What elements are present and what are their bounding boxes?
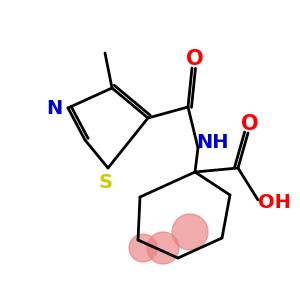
Text: N: N	[46, 98, 62, 118]
Text: S: S	[99, 172, 113, 191]
Text: NH: NH	[196, 134, 228, 152]
Text: O: O	[241, 114, 259, 134]
Circle shape	[129, 234, 157, 262]
Circle shape	[172, 214, 208, 250]
Text: OH: OH	[258, 193, 290, 211]
Circle shape	[147, 232, 179, 264]
Text: O: O	[186, 49, 204, 69]
